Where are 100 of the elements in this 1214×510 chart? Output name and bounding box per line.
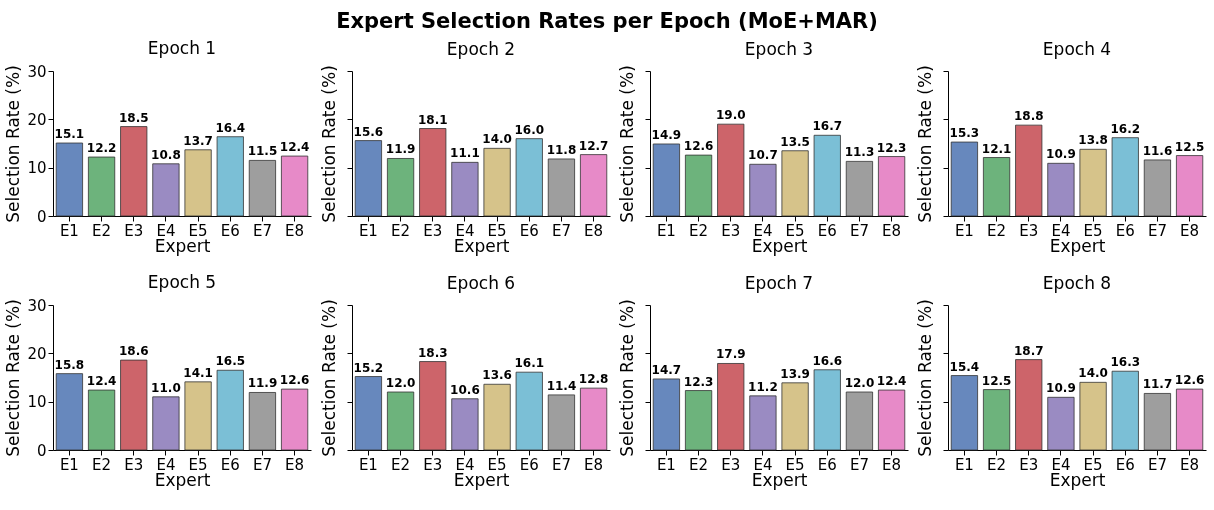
x-tick-label: E8 — [584, 455, 604, 474]
bar — [813, 134, 841, 217]
data-label: 16.4 — [215, 120, 246, 135]
x-tick-label: E1 — [954, 221, 974, 240]
x-tick-label: E1 — [59, 455, 79, 474]
bar — [515, 371, 543, 451]
bar — [483, 147, 511, 217]
y-tick-label: 0 — [36, 207, 47, 226]
data-label: 11.8 — [546, 142, 577, 157]
x-tick-label: E6 — [817, 221, 837, 240]
x-tick-label: E3 — [721, 455, 741, 474]
bar — [386, 158, 415, 217]
x-tick-label: E7 — [849, 221, 869, 240]
x-tick-label: E8 — [882, 455, 902, 474]
data-label: 16.0 — [514, 122, 545, 137]
x-tick-label: E8 — [1180, 221, 1200, 240]
data-label: 13.5 — [780, 134, 810, 149]
data-label: 13.6 — [482, 368, 512, 383]
x-tick-label: E6 — [1115, 455, 1135, 474]
bar — [1176, 388, 1204, 451]
data-label: 11.9 — [385, 142, 416, 157]
data-label: 18.1 — [417, 112, 448, 127]
bar — [87, 389, 116, 451]
data-label: 12.8 — [578, 372, 609, 387]
chart-title: Epoch 1 — [147, 38, 217, 58]
data-label: 10.9 — [1046, 147, 1076, 162]
bar — [55, 142, 83, 217]
bar — [717, 123, 745, 217]
x-tick-label: E8 — [285, 221, 305, 240]
bar — [1111, 370, 1139, 451]
bar — [184, 149, 212, 217]
y-axis-title: Selection Rate (%) — [915, 65, 935, 223]
x-tick-label: E3 — [124, 455, 144, 474]
bar — [845, 160, 874, 217]
data-label: 13.7 — [183, 133, 213, 148]
bar — [982, 157, 1011, 217]
data-label: 17.9 — [715, 347, 746, 362]
bar — [419, 361, 447, 451]
x-tick-label: E2 — [391, 221, 411, 240]
x-tick-label: E6 — [817, 455, 837, 474]
bar — [419, 128, 447, 217]
bar — [354, 140, 382, 217]
bar — [451, 161, 479, 217]
x-tick-label: E7 — [1147, 455, 1167, 474]
chart-title: Epoch 8 — [1042, 272, 1112, 293]
x-tick-label: E7 — [551, 221, 571, 240]
data-label: 15.4 — [949, 359, 980, 374]
data-label: 12.0 — [844, 376, 875, 390]
data-label: 11.5 — [247, 144, 278, 159]
x-tick-label: E3 — [124, 221, 144, 240]
bar — [483, 383, 511, 451]
text: Expert Selection Rates per Epoch (MoE+MAR) — [335, 8, 879, 35]
data-label: 11.1 — [450, 146, 480, 161]
x-tick-label: E6 — [519, 221, 539, 240]
bar — [1079, 148, 1107, 217]
chart-title: Epoch 5 — [147, 272, 217, 292]
x-tick-label: E8 — [882, 221, 902, 240]
y-axis-title: Selection Rate (%) — [3, 299, 24, 457]
data-label: 11.3 — [844, 145, 875, 160]
bar — [684, 390, 713, 451]
data-label: 12.3 — [683, 374, 714, 389]
x-tick-label: E2 — [391, 455, 411, 474]
bar — [281, 388, 309, 451]
x-tick-label: E2 — [92, 221, 112, 240]
data-label: 15.3 — [949, 126, 980, 141]
x-tick-label: E7 — [1147, 221, 1167, 240]
data-label: 14.0 — [1078, 366, 1108, 381]
y-tick-label: 30 — [27, 296, 47, 315]
bar — [55, 373, 83, 451]
bar — [652, 378, 680, 451]
x-tick-label: E6 — [220, 221, 240, 240]
bar — [87, 156, 116, 217]
bar — [684, 154, 713, 217]
x-tick-label: E6 — [519, 455, 539, 474]
bar — [354, 376, 382, 451]
y-axis-title: Selection Rate (%) — [319, 65, 339, 223]
data-label: 15.1 — [54, 127, 85, 142]
bar — [1176, 155, 1204, 217]
chart-title: Epoch 4 — [1042, 38, 1112, 59]
data-label: 14.1 — [183, 365, 213, 380]
x-tick-label: E6 — [220, 455, 240, 474]
bar — [749, 163, 777, 217]
bar — [580, 387, 608, 451]
x-tick-label: E7 — [252, 455, 272, 474]
data-label: 12.6 — [1174, 373, 1205, 388]
x-tick-label: E1 — [656, 455, 676, 474]
y-tick-label: 30 — [27, 62, 47, 81]
data-label: 13.9 — [780, 366, 810, 381]
data-label: 16.1 — [514, 356, 545, 371]
data-label: 12.6 — [279, 373, 310, 388]
data-label: 12.2 — [86, 141, 117, 156]
bar — [580, 154, 608, 217]
bar — [386, 391, 415, 451]
bar — [515, 138, 543, 217]
bar — [878, 156, 906, 217]
bar — [717, 363, 745, 451]
data-label: 14.0 — [482, 132, 512, 147]
data-label: 10.8 — [151, 147, 181, 162]
bar — [152, 396, 180, 451]
data-label: 16.2 — [1110, 121, 1141, 136]
